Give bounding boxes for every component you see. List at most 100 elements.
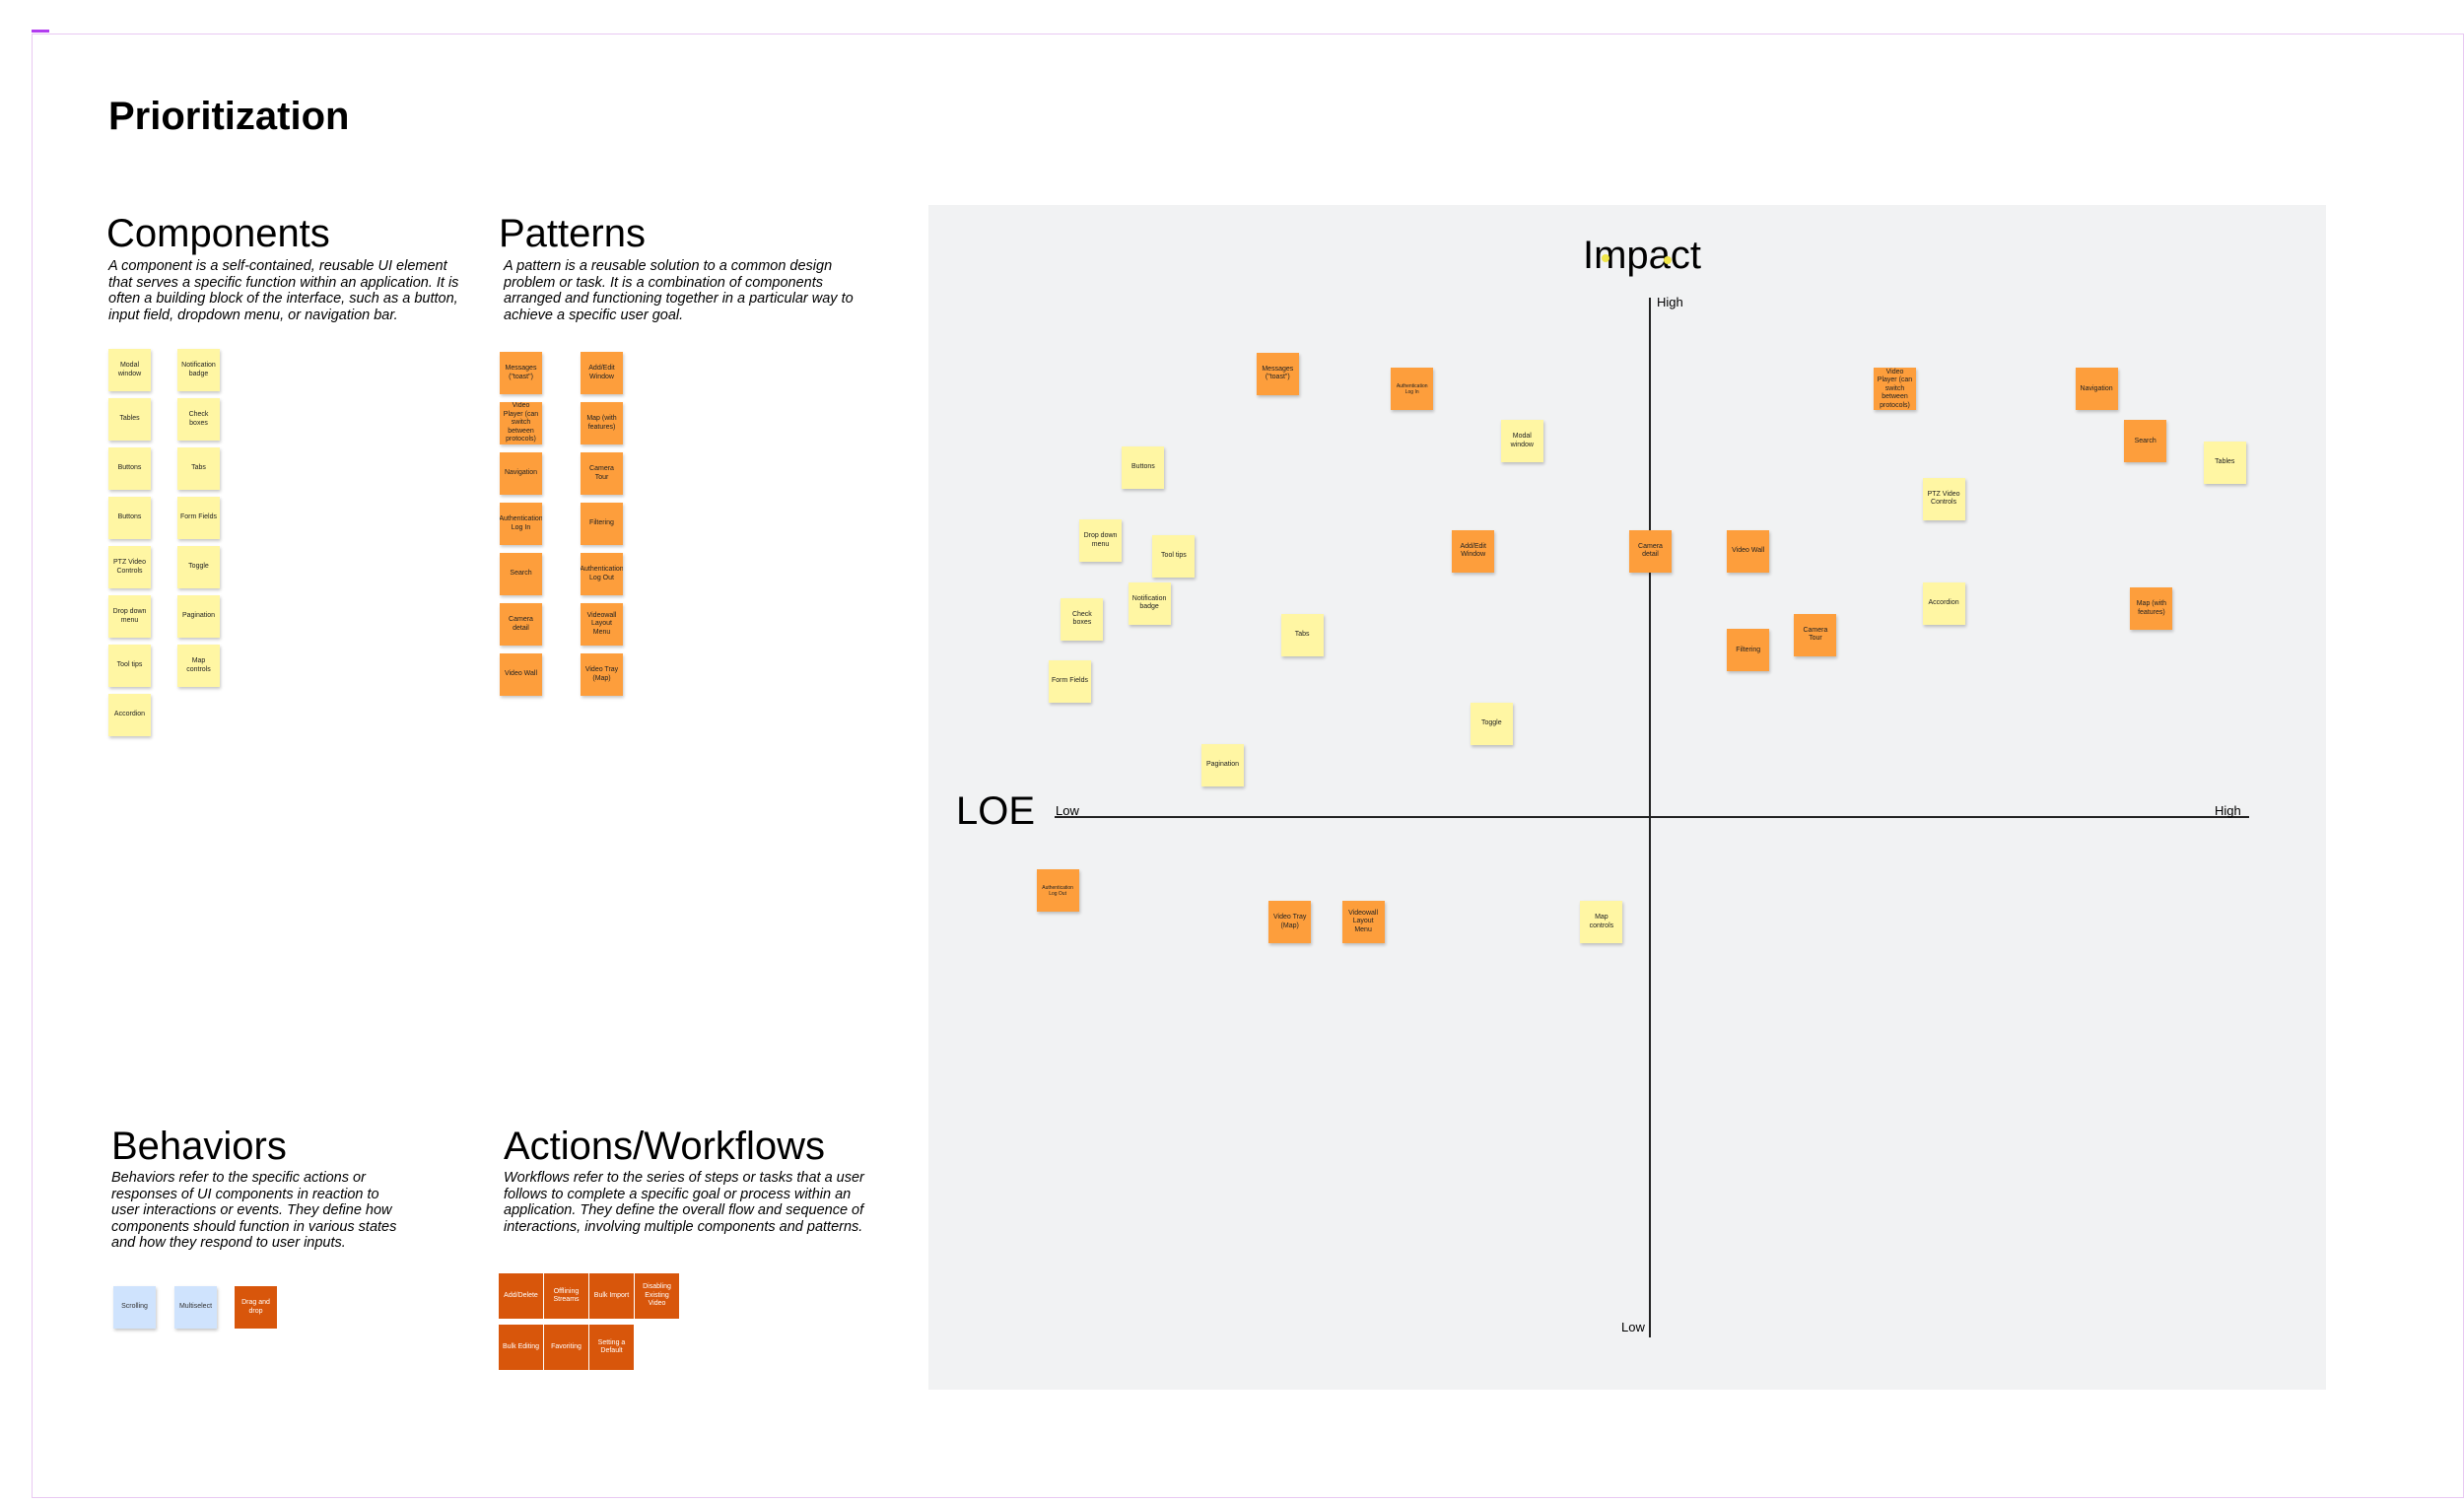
sticky-note[interactable]: Buttons xyxy=(108,497,151,539)
impact-low-label: Low xyxy=(1621,1320,1645,1334)
sticky-note[interactable]: Camera Tour xyxy=(581,452,623,495)
sticky-label: Authentication Log Out xyxy=(1042,884,1073,897)
cursor-dot xyxy=(1664,256,1672,264)
sticky-label: Form Fields xyxy=(180,513,217,521)
sticky-label: Favoriting xyxy=(551,1342,582,1350)
sticky-label: Disabling Existing Video xyxy=(643,1283,671,1308)
sticky-note[interactable]: Search xyxy=(2124,420,2167,463)
sticky-note[interactable]: Tabs xyxy=(177,447,220,490)
sticky-note[interactable]: Accordion xyxy=(1922,581,1965,625)
sticky-label: Video Wall xyxy=(504,670,538,678)
components-description: A component is a self-contained, reusabl… xyxy=(108,258,459,323)
sticky-note[interactable]: Pagination xyxy=(1201,744,1244,786)
sticky-note[interactable]: Multiselect xyxy=(174,1286,217,1329)
sticky-label: Video Tray (Map) xyxy=(1273,914,1307,929)
sticky-note[interactable]: Video Player (can switch between protoco… xyxy=(500,402,542,444)
sticky-note[interactable]: Videowall Layout Menu xyxy=(581,603,623,646)
sticky-note[interactable]: Search xyxy=(500,553,542,595)
sticky-note[interactable]: Drop down menu xyxy=(1079,519,1122,563)
sticky-note[interactable]: Camera detail xyxy=(1629,529,1672,573)
sticky-note[interactable]: Pagination xyxy=(177,595,220,638)
sticky-note[interactable]: Add/Delete xyxy=(499,1273,543,1319)
sticky-label: Check boxes xyxy=(188,411,209,427)
loe-axis-title: LOE xyxy=(956,789,1036,833)
sticky-note[interactable]: Video Wall xyxy=(1727,529,1770,573)
sticky-label: Tool tips xyxy=(1161,552,1187,560)
sticky-note[interactable]: Tables xyxy=(108,398,151,441)
sticky-label: Bulk Import xyxy=(593,1291,630,1299)
sticky-note[interactable]: Camera Tour xyxy=(1794,613,1837,656)
patterns-title: Patterns xyxy=(499,212,646,255)
sticky-note[interactable]: Authentication Log Out xyxy=(1036,869,1079,913)
sticky-note[interactable]: Setting a Default xyxy=(589,1325,634,1370)
sticky-label: Map controls xyxy=(186,657,211,673)
sticky-note[interactable]: PTZ Video Controls xyxy=(1922,477,1965,520)
sticky-note[interactable]: Add/Edit Window xyxy=(581,352,623,394)
sticky-note[interactable]: Filtering xyxy=(581,503,623,545)
sticky-label: Modal window xyxy=(117,362,142,377)
sticky-label: Search xyxy=(510,570,532,578)
sticky-label: Search xyxy=(2134,437,2156,444)
sticky-note[interactable]: Video Tray (Map) xyxy=(581,653,623,696)
sticky-note[interactable]: Map controls xyxy=(177,645,220,687)
sticky-note[interactable]: Check boxes xyxy=(177,398,220,441)
sticky-note[interactable]: Modal window xyxy=(1500,420,1543,463)
sticky-note[interactable]: Videowall Layout Menu xyxy=(1341,901,1385,943)
behaviors-description: Behaviors refer to the specific actions … xyxy=(111,1170,397,1251)
sticky-note[interactable]: Disabling Existing Video xyxy=(635,1273,679,1319)
sticky-label: Check boxes xyxy=(1071,610,1092,627)
sticky-note[interactable]: Notification badge xyxy=(1128,581,1171,625)
sticky-note[interactable]: Toggle xyxy=(177,546,220,588)
sticky-note[interactable]: Messages ("toast") xyxy=(1256,352,1299,395)
sticky-note[interactable]: PTZ Video Controls xyxy=(108,546,151,588)
sticky-note[interactable]: Navigation xyxy=(2075,368,2118,411)
sticky-note[interactable]: Video Wall xyxy=(500,653,542,696)
sticky-note[interactable]: Tables xyxy=(2203,441,2246,484)
sticky-note[interactable]: Authentication Log Out xyxy=(581,553,623,595)
sticky-note[interactable]: Navigation xyxy=(500,452,542,495)
sticky-note[interactable]: Toggle xyxy=(1470,702,1513,745)
sticky-note[interactable]: Bulk Import xyxy=(589,1273,634,1319)
sticky-note[interactable]: Buttons xyxy=(1122,445,1165,489)
sticky-note[interactable]: Form Fields xyxy=(1049,660,1091,704)
sticky-note[interactable]: Tool tips xyxy=(1152,535,1196,578)
sticky-note[interactable]: Accordion xyxy=(108,694,151,736)
sticky-label: Drop down menu xyxy=(112,608,147,624)
sticky-label: Filtering xyxy=(589,519,614,527)
sticky-note[interactable]: Drag and drop xyxy=(235,1286,277,1329)
sticky-note[interactable]: Modal window xyxy=(108,349,151,391)
sticky-label: Notification badge xyxy=(1131,594,1167,611)
sticky-note[interactable]: Drop down menu xyxy=(108,595,151,638)
sticky-note[interactable]: Video Tray (Map) xyxy=(1268,901,1312,943)
sticky-note[interactable]: Authentication Log In xyxy=(1391,368,1434,411)
sticky-label: Accordion xyxy=(113,711,146,718)
sticky-label: Messages ("toast") xyxy=(1262,365,1294,381)
sticky-label: Pagination xyxy=(181,612,216,620)
sticky-note[interactable]: Messages ("toast") xyxy=(500,352,542,394)
sticky-note[interactable]: Video Player (can switch between protoco… xyxy=(1874,368,1916,411)
sticky-label: Add/Delete xyxy=(504,1291,538,1299)
sticky-note[interactable]: Favoriting xyxy=(544,1325,588,1370)
sticky-note[interactable]: Map (with features) xyxy=(2130,587,2173,630)
sticky-note[interactable]: Scrolling xyxy=(113,1286,156,1329)
sticky-note[interactable]: Buttons xyxy=(108,447,151,490)
sticky-note[interactable]: Offlining Streams xyxy=(544,1273,588,1319)
sticky-note[interactable]: Check boxes xyxy=(1061,597,1104,641)
sticky-note[interactable]: Bulk Editing xyxy=(499,1325,543,1370)
sticky-label: Video Wall xyxy=(1732,546,1765,554)
sticky-note[interactable]: Tabs xyxy=(1280,613,1324,656)
sticky-note[interactable]: Map (with features) xyxy=(581,402,623,444)
sticky-note[interactable]: Tool tips xyxy=(108,645,151,687)
sticky-note[interactable]: Filtering xyxy=(1727,629,1770,672)
sticky-label: Add/Edit Window xyxy=(1460,542,1486,559)
sticky-label: Buttons xyxy=(117,513,142,521)
sticky-label: Tables xyxy=(2215,457,2235,465)
patterns-description: A pattern is a reusable solution to a co… xyxy=(504,258,854,323)
sticky-note[interactable]: Notification badge xyxy=(177,349,220,391)
sticky-note[interactable]: Authentication Log In xyxy=(500,503,542,545)
cursor-dot xyxy=(1602,254,1609,262)
sticky-note[interactable]: Camera detail xyxy=(500,603,542,646)
sticky-note[interactable]: Map controls xyxy=(1580,901,1623,943)
sticky-note[interactable]: Add/Edit Window xyxy=(1452,529,1495,573)
sticky-note[interactable]: Form Fields xyxy=(177,497,220,539)
